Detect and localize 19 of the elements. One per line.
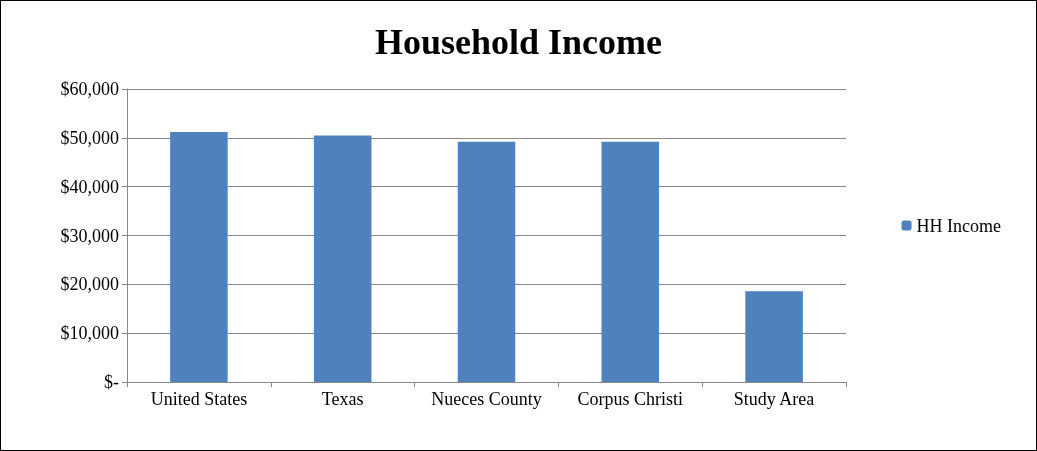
chart-title: Household Income	[374, 22, 663, 62]
bar	[313, 135, 372, 382]
y-tick-label: $40,000	[60, 176, 119, 197]
x-tick-label: Nueces County	[431, 389, 542, 409]
x-tick-label: Study Area	[733, 389, 815, 409]
bar	[457, 141, 516, 382]
y-tick-label: $20,000	[60, 274, 119, 295]
y-tick-label: $30,000	[60, 225, 119, 246]
y-tick-label: $60,000	[60, 79, 119, 99]
y-tick-label: $10,000	[60, 323, 119, 344]
x-tick-label: United States	[150, 389, 248, 409]
y-tick-label: $50,000	[60, 127, 119, 148]
bar	[745, 291, 803, 382]
legend-label: HH Income	[916, 215, 1002, 236]
bar	[601, 141, 660, 382]
x-tick-label: Texas	[321, 389, 364, 409]
bar	[170, 131, 228, 382]
y-tick-label: $-	[104, 372, 119, 392]
x-tick-label: Corpus Christi	[577, 389, 684, 409]
